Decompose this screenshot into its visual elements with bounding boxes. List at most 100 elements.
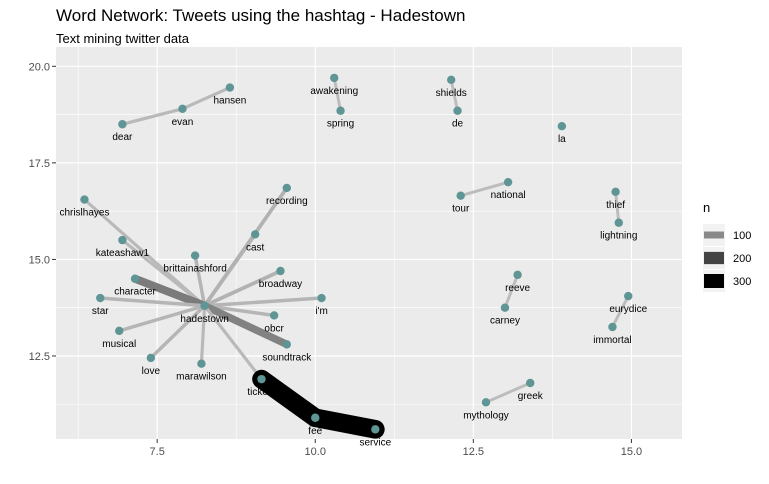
node-carney [500,303,510,312]
node-label-lightning: lightning [600,231,637,242]
plot-panel [56,47,682,439]
node-de [453,106,462,115]
node-chrislhayes [80,195,89,204]
legend: n 100 200 300 [703,200,751,292]
node-label-la: la [558,134,566,145]
edge-tickets-hadestown [202,304,264,381]
node-label-thief: thief [606,200,625,211]
node-broadway [276,266,285,276]
node-evan [178,104,187,113]
node-label-reeve: reeve [505,283,530,294]
chart-title: Word Network: Tweets using the hashtag -… [56,6,466,25]
node-label-marawilson: marawilson [176,372,227,383]
x-tick-label: 12.5 [463,446,484,458]
edge-love-hadestown [149,304,207,360]
node-label-hansen: hansen [213,96,246,107]
node-label-recording: recording [266,196,308,207]
legend-label-100: 100 [733,230,751,242]
edges-layer [82,76,630,439]
node-eurydice [624,291,633,301]
edge-eurydice-immortal [610,294,630,329]
node-mythology [481,398,491,407]
axes-layer: 7.5 10.0 12.5 15.0 12.5 15.0 17.5 20.0 [29,61,643,458]
node-label-immortal: immortal [593,335,631,346]
node-soundtrack [282,340,291,349]
edge-spring-awakening [332,76,343,113]
node-service [371,425,380,434]
y-tick-label: 12.5 [29,351,50,363]
node-reeve [513,270,522,280]
node-obcr [269,311,279,320]
node-cast [250,230,260,239]
y-tick-label: 20.0 [29,61,50,73]
grid-major [56,47,682,439]
node-la [557,121,567,131]
x-tick-label: 15.0 [621,446,642,458]
edge-shields-de [449,78,459,113]
node-thief [611,187,620,197]
x-tick-label: 7.5 [150,446,165,458]
legend-label-200: 200 [733,253,751,265]
y-tick-label: 17.5 [29,158,50,170]
node-label-awakening: awakening [310,86,358,97]
node-label-spring: spring [327,119,354,130]
nodes-layer [80,73,633,434]
edge-evan-hansen [180,85,232,111]
node-label-broadway: broadway [259,279,302,290]
node-musical [115,326,124,336]
node-label-tickets: tickets [247,387,275,398]
node-label-national: national [491,190,526,201]
node-fee [311,413,320,422]
edge-tickets-fee [252,369,325,428]
node-national [503,177,513,187]
edge-greek-mythology [484,381,532,404]
edge-thief-lightning [614,190,621,225]
node-label-mythology: mythology [463,410,509,421]
node-label-tour: tour [452,204,470,215]
node-spring [336,106,345,115]
node-love [146,353,156,363]
node-label-carney: carney [490,316,520,327]
node-tickets [257,374,266,384]
legend-label-300: 300 [733,276,751,288]
edge-dear-evan [120,107,185,126]
node-label-kateashaw1: kateashaw1 [96,248,150,259]
node-label-cast: cast [246,242,265,253]
chart-subtitle: Text mining twitter data [56,31,189,46]
edge-brittainashford-hadestown [193,253,207,308]
edge-tour-national [459,180,510,198]
node-shields [447,75,456,85]
node-character [130,274,140,283]
edge-musical-hadestown [117,304,207,333]
node-awakening [330,73,339,83]
node-label-evan: evan [172,117,194,128]
node-immortal [608,322,617,332]
edge-character-hadestown [131,274,209,310]
edge-marawilson-hadestown [199,304,207,366]
node-hadestown [200,301,209,310]
node-lightning [614,218,623,227]
node-label-star: star [92,306,109,317]
node-label-greek: greek [518,391,544,402]
node-label-soundtrack: soundtrack [262,352,312,363]
node-label-dear: dear [112,132,133,143]
node-label-obcr: obcr [264,323,284,334]
node-hansen [225,83,235,92]
edge-kateashaw1-hadestown [120,238,207,308]
node-tour [456,191,465,200]
edge-soundtrack-hadestown [200,302,291,349]
node-label-i'm: i'm [315,306,327,317]
edge-broadway-hadestown [202,269,283,308]
edge-star-hadestown [98,296,207,308]
node-label-hadestown: hadestown [180,314,228,325]
node-dear [118,120,127,129]
node-label-chrislhayes: chrislhayes [59,208,109,219]
node-recording [282,183,291,193]
edge-reeve-carney [503,273,520,310]
y-tick-label: 15.0 [29,254,50,266]
x-tick-label: 10.0 [305,446,326,458]
node-i'm [317,293,326,303]
node-label-de: de [452,119,464,130]
node-brittainashford [190,251,200,260]
